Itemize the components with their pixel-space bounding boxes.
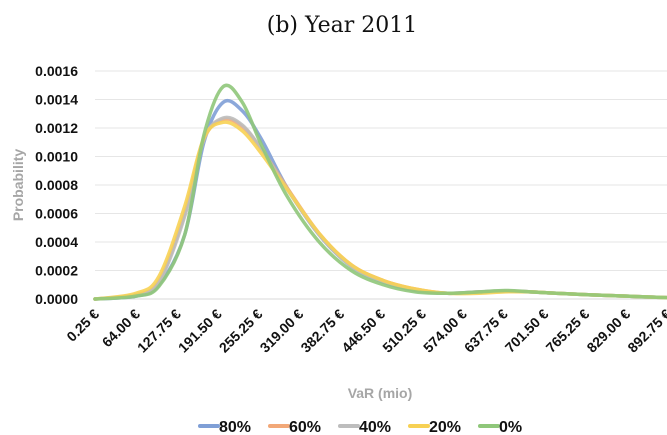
series-lines bbox=[93, 83, 667, 301]
x-tick-label: 0.25 € bbox=[63, 306, 102, 345]
legend-label: 60% bbox=[289, 419, 321, 435]
y-tick-label: 0.0004 bbox=[35, 234, 78, 250]
y-tick-label: 0.0008 bbox=[35, 177, 78, 193]
x-tick-label: 510.25 € bbox=[379, 306, 429, 356]
chart-title: (b) Year 2011 bbox=[267, 13, 418, 38]
series-line-1 bbox=[93, 117, 667, 301]
x-tick-label: 446.50 € bbox=[338, 306, 388, 356]
legend: 80% 60% 40% 20% 0% bbox=[198, 419, 522, 435]
legend-label: 0% bbox=[499, 419, 522, 435]
x-tick-label: 892.75 € bbox=[624, 306, 667, 356]
x-axis-label: VaR (mio) bbox=[348, 385, 413, 401]
x-axis-ticks: 0.25 €64.00 €127.75 €191.50 €255.25 €319… bbox=[63, 306, 667, 356]
y-tick-label: 0.0010 bbox=[35, 149, 78, 165]
x-tick-label: 319.00 € bbox=[257, 306, 307, 356]
series-line-4 bbox=[93, 83, 667, 301]
y-tick-label: 0.0000 bbox=[35, 291, 78, 307]
legend-item: 20% bbox=[408, 419, 461, 435]
x-tick-label: 255.25 € bbox=[216, 306, 266, 356]
y-tick-label: 0.0002 bbox=[35, 263, 78, 279]
x-tick-label: 701.50 € bbox=[502, 306, 552, 356]
legend-item: 80% bbox=[198, 419, 251, 435]
y-tick-label: 0.0014 bbox=[35, 92, 78, 108]
y-tick-label: 0.0016 bbox=[35, 63, 78, 79]
series-line-0 bbox=[93, 98, 667, 301]
legend-label: 80% bbox=[219, 419, 251, 435]
y-axis-label: Probability bbox=[10, 149, 26, 222]
legend-item: 40% bbox=[338, 419, 391, 435]
legend-label: 40% bbox=[359, 419, 391, 435]
legend-label: 20% bbox=[429, 419, 461, 435]
x-tick-label: 765.25 € bbox=[543, 306, 593, 356]
x-tick-label: 574.00 € bbox=[420, 306, 470, 356]
y-tick-label: 0.0012 bbox=[35, 120, 78, 136]
series-line-3 bbox=[93, 120, 667, 301]
x-tick-label: 191.50 € bbox=[175, 306, 225, 356]
x-tick-label: 127.75 € bbox=[134, 306, 184, 356]
y-tick-label: 0.0006 bbox=[35, 206, 78, 222]
x-tick-label: 829.00 € bbox=[583, 306, 633, 356]
series-line-2 bbox=[93, 115, 667, 301]
x-tick-label: 382.75 € bbox=[297, 306, 347, 356]
legend-item: 0% bbox=[478, 419, 522, 435]
x-tick-label: 637.75 € bbox=[461, 306, 511, 356]
y-axis-ticks: 0.0000 0.0002 0.0004 0.0006 0.0008 0.0010 0.00… bbox=[35, 63, 78, 307]
legend-item: 60% bbox=[268, 419, 321, 435]
grid-lines bbox=[95, 70, 667, 300]
